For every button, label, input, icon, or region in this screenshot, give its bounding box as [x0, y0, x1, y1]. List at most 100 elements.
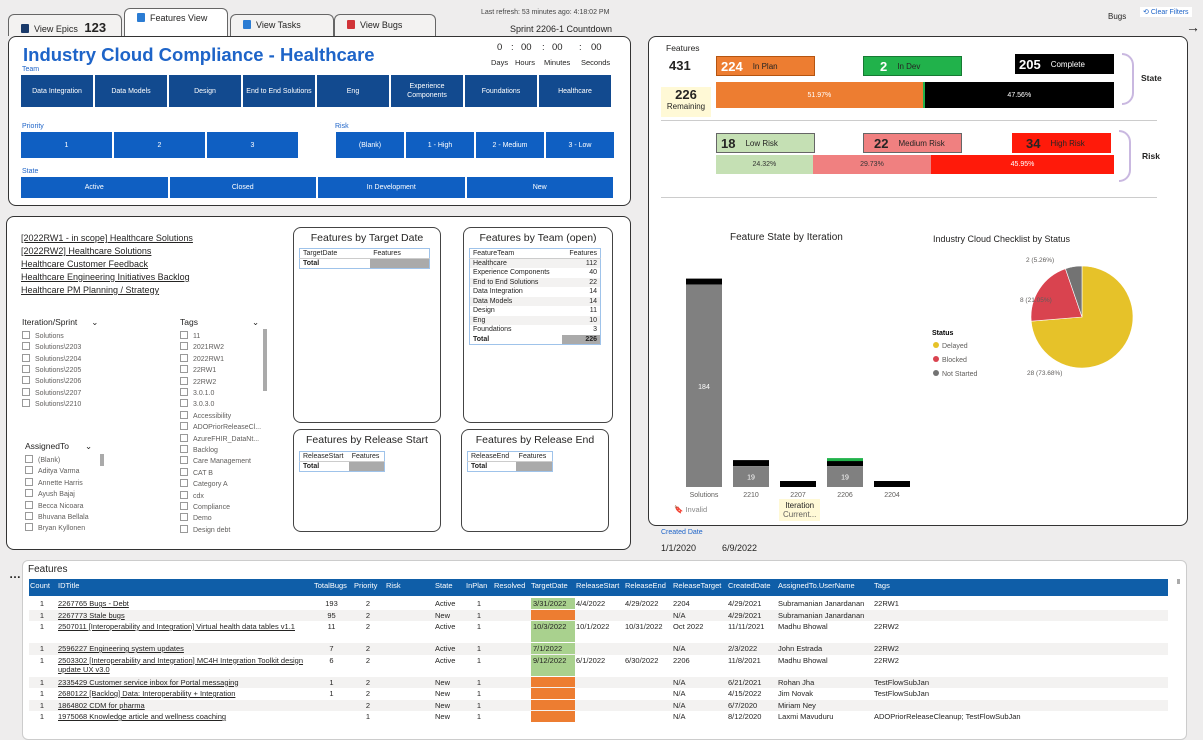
column-header[interactable]: ReleaseStart — [576, 581, 620, 590]
cell-idtitle[interactable]: 1864802 CDM for pharma — [58, 700, 145, 710]
tag-checkbox[interactable]: Care Management — [180, 456, 251, 465]
cell-idtitle[interactable]: 2507011 [Interoperability and Integratio… — [58, 622, 295, 631]
column-header[interactable]: Resolved — [494, 581, 526, 590]
team-row[interactable]: End to End Solutions 22 — [469, 277, 601, 287]
in_plan-segment[interactable]: 51.97% — [716, 82, 923, 108]
column-header[interactable]: Count — [30, 581, 51, 590]
report-link[interactable]: [2022RW1 - in scope] Healthcare Solution… — [21, 233, 193, 243]
tag-checkbox[interactable]: Design debt — [180, 525, 230, 534]
column-header[interactable]: CreatedDate — [728, 581, 771, 590]
cell-idtitle[interactable]: 1975068 Knowledge article and wellness c… — [58, 712, 227, 721]
cell-idtitle[interactable]: 2680122 [Backlog] Data: Interoperability… — [58, 689, 236, 698]
column-header[interactable]: ReleaseEnd — [625, 581, 666, 590]
tab-view-tasks[interactable]: View Tasks — [230, 14, 334, 36]
state-button[interactable]: Closed — [168, 176, 317, 199]
state-button[interactable]: Active — [20, 176, 169, 199]
team-row[interactable]: Data Integration 14 — [473, 288, 597, 296]
tag-checkbox[interactable]: CAT B — [180, 468, 213, 477]
iteration-bar[interactable]: 2207 — [780, 481, 816, 499]
team-row[interactable]: Foundations 3 — [473, 326, 597, 334]
tag-checkbox[interactable]: Category A — [180, 479, 228, 488]
tag-checkbox[interactable]: Accessibility — [180, 411, 231, 420]
cell-idtitle[interactable]: 2267773 Stale bugs — [58, 610, 125, 620]
iteration-checkbox[interactable]: Solutions\2203 — [22, 342, 81, 351]
tag-checkbox[interactable]: 22RW1 — [180, 365, 216, 374]
team-button[interactable]: Healthcare — [538, 74, 612, 108]
priority-button[interactable]: 3 — [206, 131, 299, 159]
assignee-checkbox[interactable]: Aditya Varma — [25, 466, 80, 475]
pie-legend-item[interactable]: Delayed — [933, 342, 968, 350]
report-link[interactable]: Healthcare Engineering Initiatives Backl… — [21, 272, 190, 282]
tag-checkbox[interactable]: Backlog — [180, 445, 218, 454]
state-button[interactable]: New — [465, 176, 614, 199]
priority-button[interactable]: 1 — [20, 131, 113, 159]
tag-checkbox[interactable]: 3.0.1.0 — [180, 388, 214, 397]
created-date-from[interactable]: 1/1/2020 — [661, 543, 697, 553]
team-button[interactable]: Data Models — [94, 74, 168, 108]
pie-legend-item[interactable]: Blocked — [933, 356, 967, 364]
table-row[interactable]: 1 1975068 Knowledge article and wellness … — [29, 711, 1168, 723]
iteration-checkbox[interactable]: Solutions\2206 — [22, 376, 81, 385]
team-row[interactable]: Design 11 — [473, 307, 597, 315]
priority-button[interactable]: 2 — [113, 131, 206, 159]
iteration-checkbox[interactable]: Solutions\2205 — [22, 365, 81, 374]
table-row[interactable]: 1 1864802 CDM for pharma 2 New 1 N/A 6/7/2020 M… — [29, 699, 1168, 711]
iteration-bar[interactable]: 184 Solutions — [686, 278, 722, 499]
tag-checkbox[interactable]: Compliance — [180, 502, 230, 511]
team-row[interactable]: Experience Components 40 — [473, 269, 597, 277]
risk-button[interactable]: 2 - Medium — [475, 131, 545, 159]
team-button[interactable]: Data Integration — [20, 74, 94, 108]
table-row[interactable]: 1 2503302 [Interoperability and Integrati… — [29, 654, 1168, 677]
column-header[interactable]: Tags — [874, 581, 890, 590]
iteration-checkbox[interactable]: Solutions — [22, 331, 64, 340]
high-segment[interactable]: 45.95% — [931, 155, 1114, 174]
in_dev-segment[interactable] — [922, 82, 925, 108]
pie-legend-item[interactable]: Not Started — [933, 370, 978, 378]
assignee-checkbox[interactable]: Bryan Kyllonen — [25, 523, 85, 532]
tab-view-epics[interactable]: View Epics 123 — [8, 14, 122, 36]
table-row[interactable]: 1 2507011 [Interoperability and Integrati… — [29, 621, 1168, 643]
column-header[interactable]: ReleaseTarget — [673, 581, 722, 590]
assignee-checkbox[interactable]: Becca Nicoara — [25, 501, 84, 510]
report-link[interactable]: [2022RW2] Healthcare Solutions — [21, 246, 152, 256]
risk-button[interactable]: 1 - High — [405, 131, 475, 159]
assigned-scrollbar[interactable] — [100, 454, 104, 466]
clear-filters-button[interactable]: ⟲ Clear Filters — [1140, 7, 1192, 17]
complete-segment[interactable]: 47.56% — [924, 82, 1114, 108]
pie-slice[interactable] — [1065, 265, 1083, 318]
table-row[interactable]: 1 2335429 Customer service inbox for Port… — [29, 676, 1168, 688]
team-button[interactable]: Experience Components — [390, 74, 464, 108]
column-header[interactable]: TargetDate — [531, 581, 568, 590]
table-row[interactable]: 1 2680122 [Backlog] Data: Interoperabilit… — [29, 688, 1168, 700]
cell-idtitle[interactable]: 2596227 Engineering system updates — [58, 644, 184, 653]
tag-checkbox[interactable]: 11 — [180, 331, 200, 340]
assignee-checkbox[interactable]: Ayush Bajaj — [25, 489, 75, 498]
report-link[interactable]: Healthcare Customer Feedback — [21, 259, 149, 269]
team-button[interactable]: Design — [168, 74, 242, 108]
risk-button[interactable]: (Blank) — [335, 131, 405, 159]
column-header[interactable]: AssignedTo.UserName — [778, 581, 855, 590]
team-button[interactable]: Foundations — [464, 74, 538, 108]
tag-checkbox[interactable]: 2022RW1 — [180, 354, 224, 363]
iteration-bar[interactable]: 19 2210 — [733, 460, 769, 499]
team-row[interactable]: Eng 10 — [469, 315, 601, 325]
tag-checkbox[interactable]: AzureFHIR_DataNt... — [180, 434, 259, 443]
tab-view-bugs[interactable]: View Bugs — [334, 14, 436, 36]
low-segment[interactable]: 24.32% — [716, 155, 813, 174]
tag-checkbox[interactable]: ADOPriorReleaseCl... — [180, 422, 261, 431]
iteration-bar[interactable]: 2204 — [874, 481, 910, 499]
column-header[interactable]: State — [435, 581, 453, 590]
pie-slice[interactable] — [1030, 268, 1083, 322]
cell-idtitle[interactable]: 2267765 Bugs - Debt — [58, 599, 129, 608]
medium-segment[interactable]: 29.73% — [812, 155, 932, 174]
table-row[interactable]: 1 2596227 Engineering system updates 7 2 Act… — [29, 643, 1168, 655]
state-button[interactable]: In Development — [317, 176, 466, 199]
arrow-right-icon[interactable]: → — [1186, 19, 1200, 35]
tab-features-view[interactable]: Features View — [124, 8, 228, 36]
table-row[interactable]: 1 2267773 Stale bugs 95 2 New 1 N/A 4/29/2021 Su… — [29, 609, 1168, 621]
cell-idtitle[interactable]: 2503302 [Interoperability and Integratio… — [58, 655, 304, 675]
assignee-checkbox[interactable]: (Blank) — [25, 455, 60, 464]
tag-checkbox[interactable]: 2021RW2 — [180, 342, 224, 351]
column-header[interactable]: InPlan — [466, 581, 488, 590]
team-button[interactable]: End to End Solutions — [242, 74, 316, 108]
